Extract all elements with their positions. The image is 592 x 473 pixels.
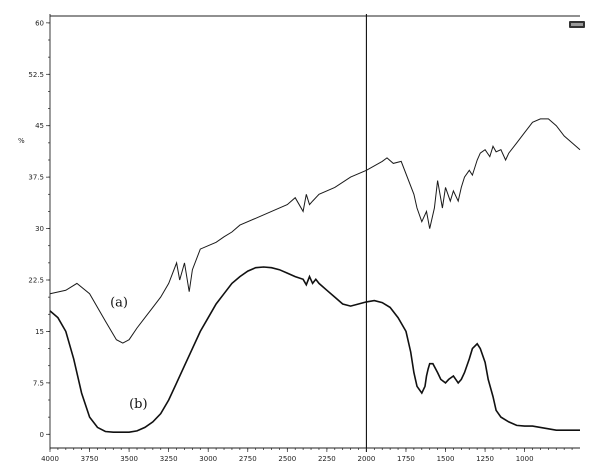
y-tick-label: 0 xyxy=(40,431,44,439)
y-tick-label: 60 xyxy=(35,19,44,27)
x-tick-label: 2500 xyxy=(278,455,296,463)
y-tick-label: 45 xyxy=(35,122,44,130)
y-axis-label: % xyxy=(18,137,25,145)
x-tick-label: 2750 xyxy=(239,455,257,463)
x-tick-label: 3250 xyxy=(160,455,178,463)
x-tick-label: 2000 xyxy=(358,455,376,463)
tick-labels: 0 7.5 15 22.5 30 37.5 45 52.5 60 4000 3750 3500 3250… xyxy=(28,19,533,463)
x-tick-label: 3000 xyxy=(199,455,217,463)
y-tick-label: 37.5 xyxy=(28,174,44,182)
x-tick-label: 1750 xyxy=(397,455,415,463)
y-tick-label: 7.5 xyxy=(33,379,44,387)
series-label-b: (b) xyxy=(129,397,147,412)
x-tick-label: 1000 xyxy=(516,455,534,463)
x-tick-label: 3750 xyxy=(81,455,99,463)
spectra-lines xyxy=(49,118,581,433)
y-tick-label: 22.5 xyxy=(28,277,44,285)
x-tick-label: 2250 xyxy=(318,455,336,463)
corner-logo-icon xyxy=(569,21,585,28)
x-tick-label: 4000 xyxy=(41,455,59,463)
x-tick-label: 1500 xyxy=(437,455,455,463)
y-tick-label: 52.5 xyxy=(28,71,44,79)
tick-marks xyxy=(46,22,573,452)
x-tick-label: 1250 xyxy=(476,455,494,463)
annotations: (a) (b) xyxy=(110,296,147,412)
y-tick-label: 30 xyxy=(35,225,44,233)
series-line-b xyxy=(49,266,580,433)
y-tick-label: 15 xyxy=(35,328,44,336)
x-tick-label: 3500 xyxy=(120,455,138,463)
series-line-a xyxy=(49,118,581,344)
axes xyxy=(49,14,580,452)
series-label-a: (a) xyxy=(110,296,128,311)
